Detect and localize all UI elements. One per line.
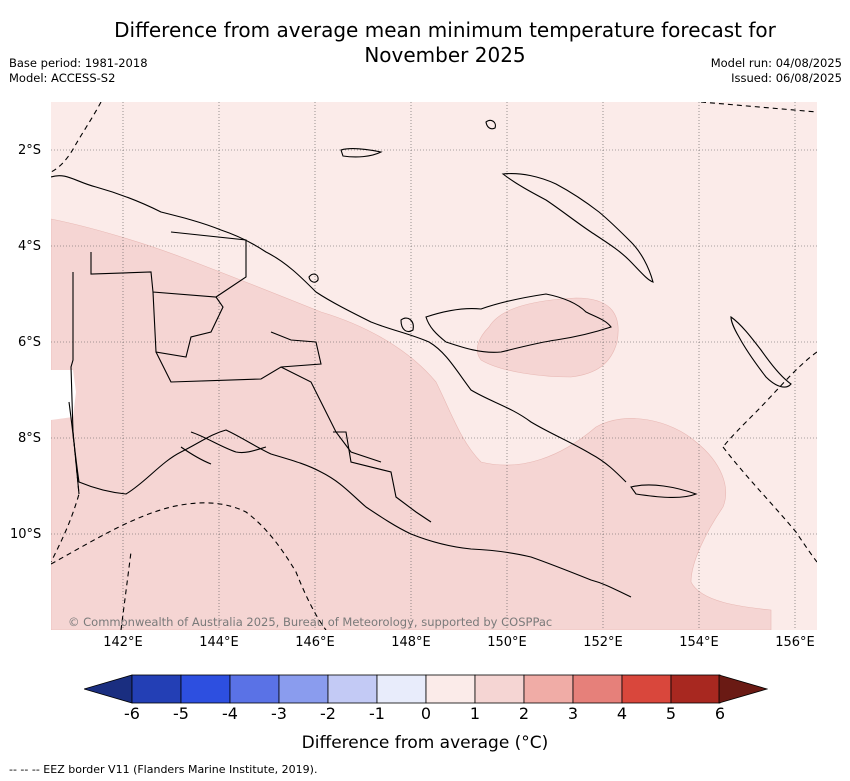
lon-label-150e: 150°E [487, 635, 527, 650]
lat-label-8s: 8°S [18, 431, 42, 446]
lon-label-146e: 146°E [295, 635, 335, 650]
lat-label-10s: 10°S [10, 527, 42, 542]
lon-label-142e: 142°E [103, 635, 143, 650]
colorbar-cell [670, 674, 721, 704]
map-svg [51, 102, 817, 630]
colorbar-cell [376, 674, 427, 704]
cb-tick-3: 3 [567, 704, 579, 723]
lat-label-6s: 6°S [18, 335, 42, 350]
anomaly-patch-north [477, 297, 619, 378]
lat-label-2s: 2°S [18, 143, 42, 158]
eez-borders [51, 102, 817, 630]
cb-tick-neg1: -1 [369, 704, 385, 723]
colorbar-cells [131, 674, 721, 704]
colorbar [84, 674, 768, 704]
map-title: Difference from average mean minimum tem… [114, 18, 776, 67]
meta-left: Base period: 1981-2018 Model: ACCESS-S2 [9, 56, 148, 86]
anomaly-region [51, 218, 772, 630]
issued-date: Issued: 06/08/2025 [731, 71, 842, 85]
copyright-notice: © Commonwealth of Australia 2025, Bureau… [68, 615, 553, 629]
cb-tick-4: 4 [616, 704, 628, 723]
colorbar-cell [131, 674, 182, 704]
colorbar-cell [425, 674, 476, 704]
cb-tick-5: 5 [665, 704, 677, 723]
cb-tick-1: 1 [469, 704, 481, 723]
lon-label-156e: 156°E [775, 635, 815, 650]
colorbar-cell [474, 674, 525, 704]
cb-tick-6: 6 [714, 704, 726, 723]
lon-label-154e: 154°E [679, 635, 719, 650]
cb-tick-neg4: -4 [222, 704, 238, 723]
eez-footnote: -- -- -- EEZ border V11 (Flanders Marine… [9, 763, 318, 776]
lon-label-148e: 148°E [391, 635, 431, 650]
cb-tick-neg2: -2 [320, 704, 336, 723]
model-run: Model run: 04/08/2025 [710, 56, 842, 70]
cb-tick-0: 0 [420, 704, 432, 723]
model-name: Model: ACCESS-S2 [9, 71, 116, 85]
colorbar-cell [327, 674, 378, 704]
gridlines [51, 102, 817, 630]
lon-label-144e: 144°E [199, 635, 239, 650]
colorbar-cell [229, 674, 280, 704]
colorbar-cell [621, 674, 672, 704]
map-area [51, 102, 817, 630]
cb-tick-neg3: -3 [271, 704, 287, 723]
colorbar-label: Difference from average (°C) [301, 733, 549, 753]
cb-tick-2: 2 [518, 704, 530, 723]
coastline [51, 119, 792, 598]
colorbar-cell [523, 674, 574, 704]
lon-label-152e: 152°E [583, 635, 623, 650]
base-period: Base period: 1981-2018 [9, 56, 148, 70]
colorbar-cell [180, 674, 231, 704]
cb-tick-neg5: -5 [173, 704, 189, 723]
colorbar-extend-high [718, 674, 768, 704]
colorbar-cell [572, 674, 623, 704]
lat-label-4s: 4°S [18, 239, 42, 254]
colorbar-extend-low [84, 674, 133, 704]
colorbar-cell [278, 674, 329, 704]
cb-tick-neg6: -6 [124, 704, 140, 723]
meta-right: Model run: 04/08/2025 Issued: 06/08/2025 [711, 56, 842, 86]
